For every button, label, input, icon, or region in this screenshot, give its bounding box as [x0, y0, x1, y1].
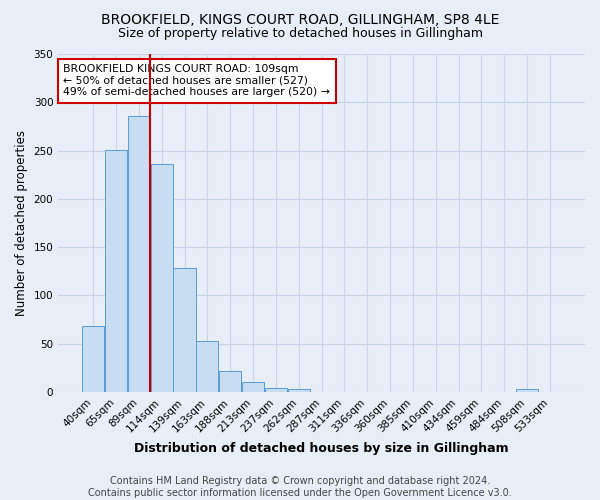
X-axis label: Distribution of detached houses by size in Gillingham: Distribution of detached houses by size …	[134, 442, 509, 455]
Bar	[516, 389, 538, 392]
Bar	[265, 388, 287, 392]
Text: Contains HM Land Registry data © Crown copyright and database right 2024.
Contai: Contains HM Land Registry data © Crown c…	[88, 476, 512, 498]
Bar	[151, 164, 173, 392]
Bar	[128, 116, 150, 392]
Bar	[287, 389, 310, 392]
Bar	[219, 370, 241, 392]
Bar	[82, 326, 104, 392]
Text: BROOKFIELD KINGS COURT ROAD: 109sqm
← 50% of detached houses are smaller (527)
4: BROOKFIELD KINGS COURT ROAD: 109sqm ← 50…	[64, 64, 331, 98]
Bar	[105, 150, 127, 392]
Bar	[242, 382, 264, 392]
Y-axis label: Number of detached properties: Number of detached properties	[15, 130, 28, 316]
Bar	[173, 268, 196, 392]
Bar	[196, 341, 218, 392]
Text: Size of property relative to detached houses in Gillingham: Size of property relative to detached ho…	[118, 28, 482, 40]
Text: BROOKFIELD, KINGS COURT ROAD, GILLINGHAM, SP8 4LE: BROOKFIELD, KINGS COURT ROAD, GILLINGHAM…	[101, 12, 499, 26]
